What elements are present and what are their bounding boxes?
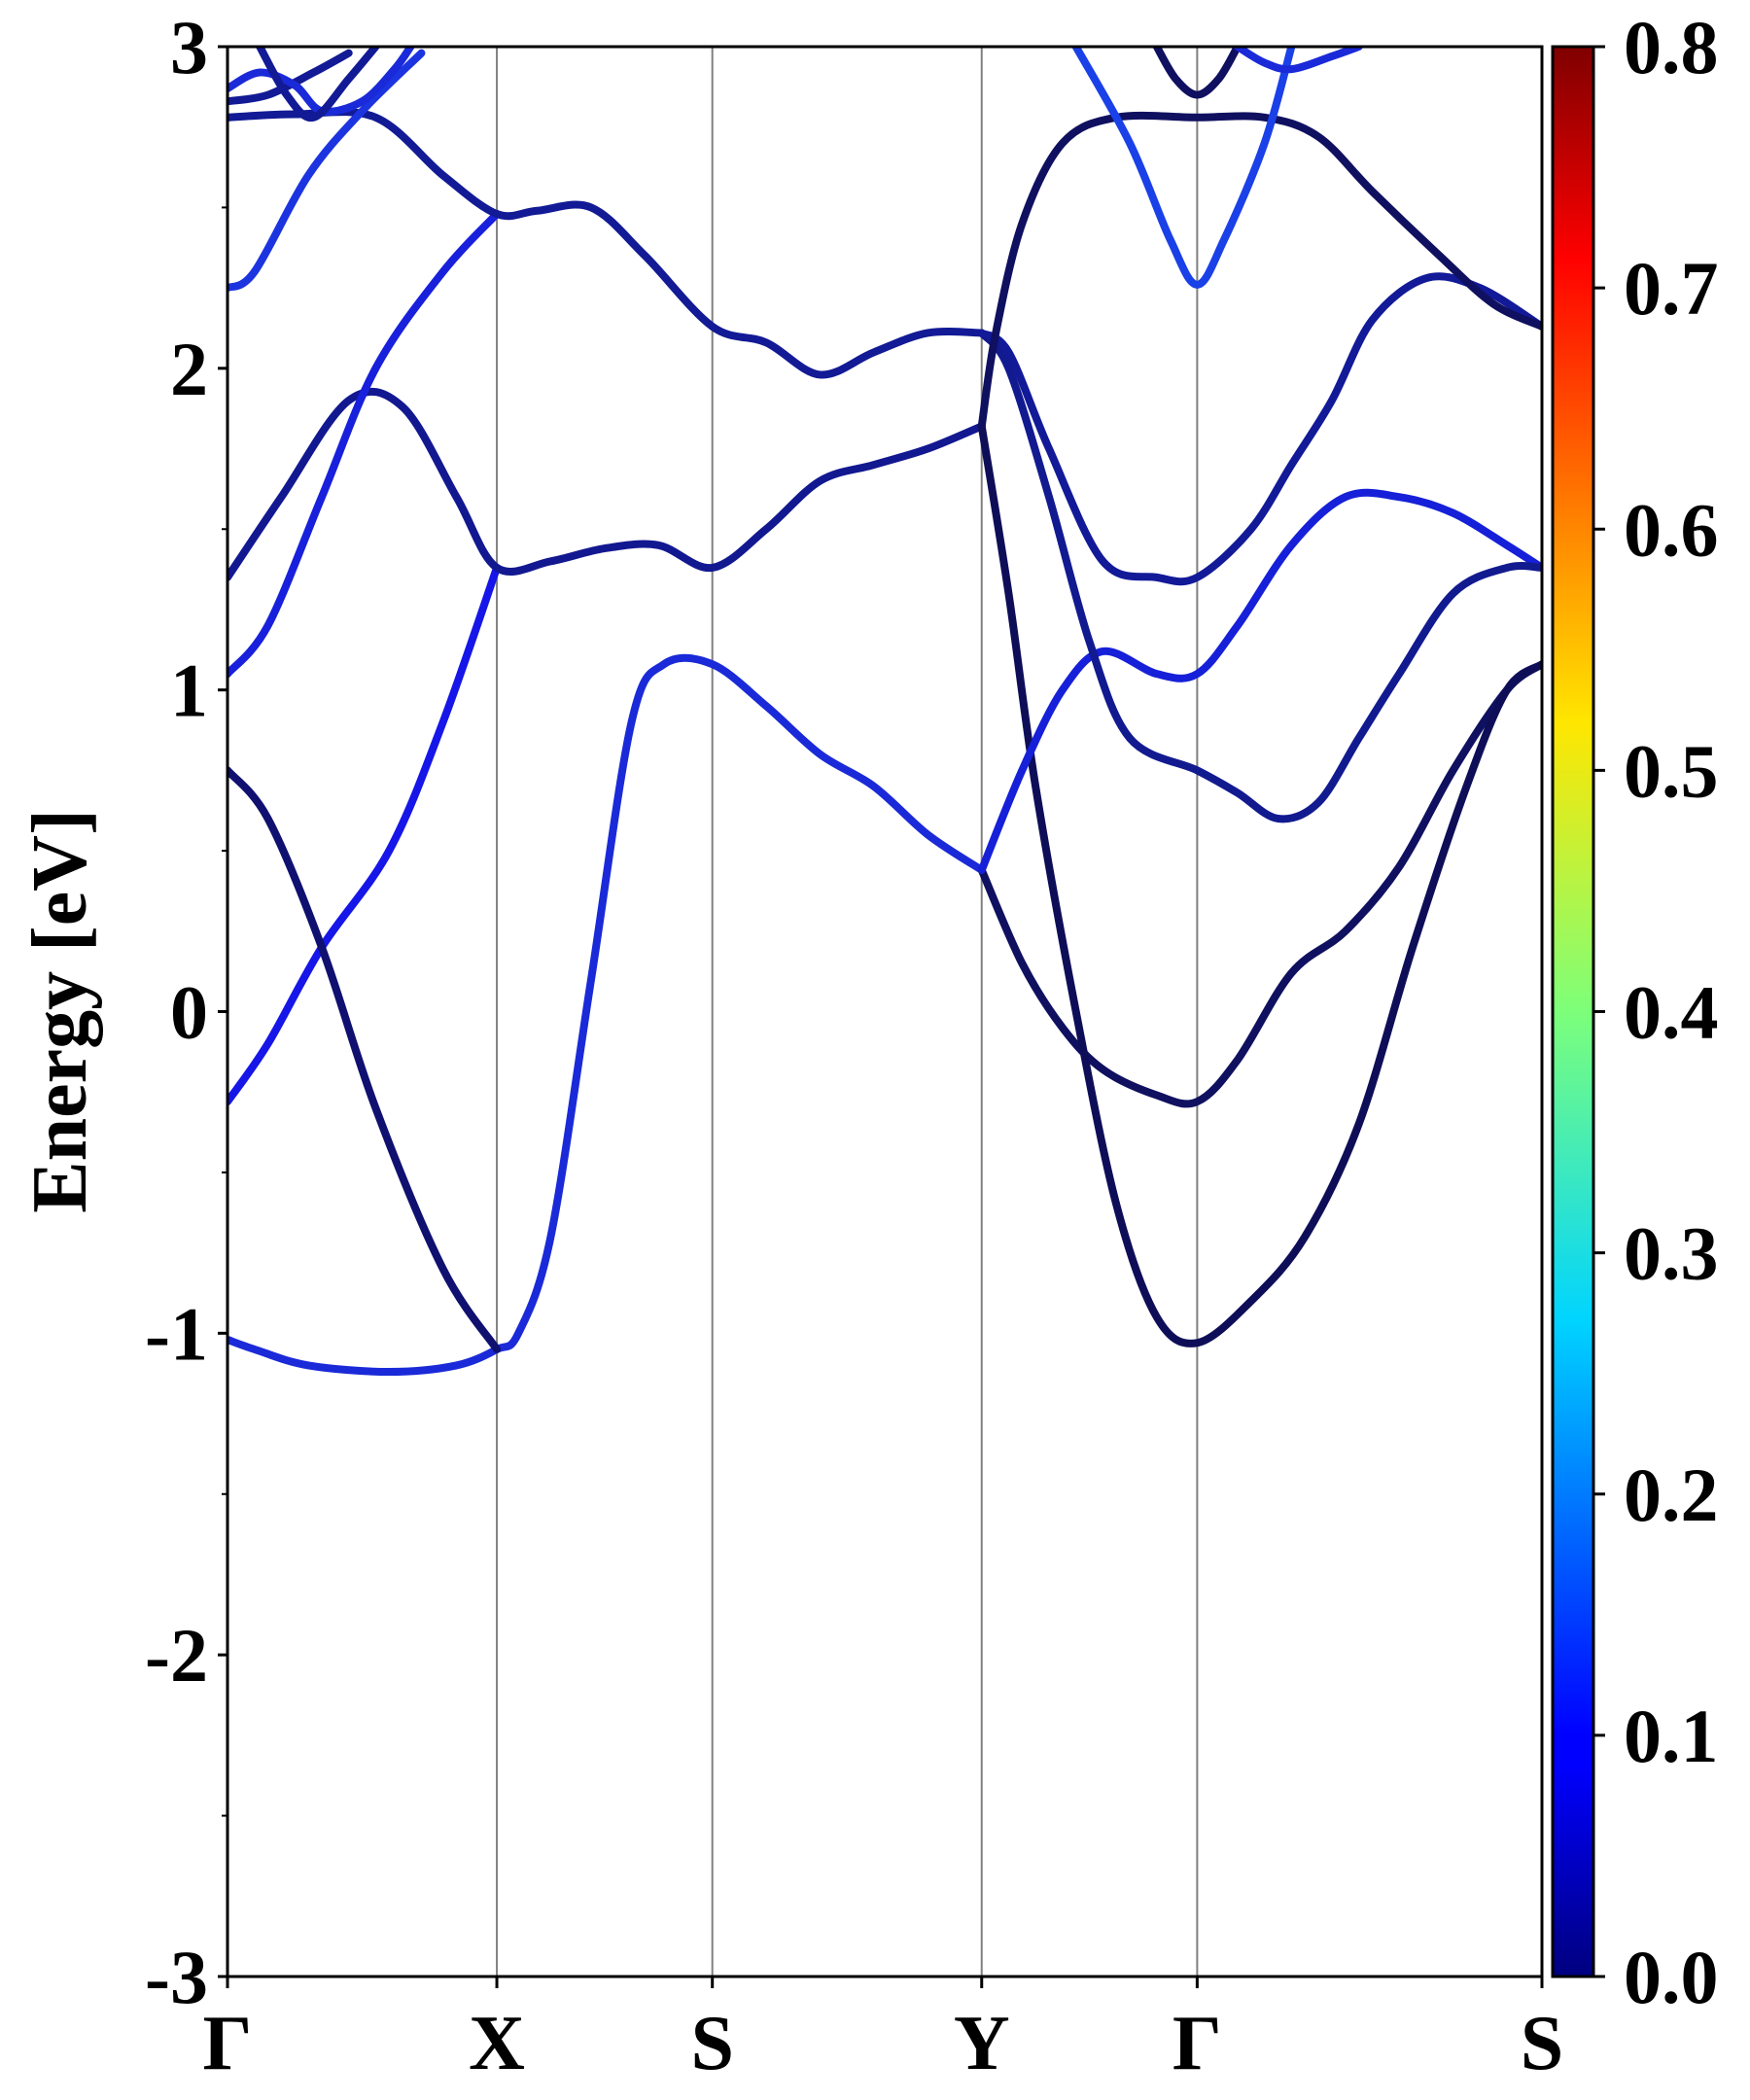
y-tick-label-0: 3: [170, 5, 208, 89]
colorbar-tick-label-8: 0.8: [1624, 5, 1719, 89]
y-tick-label-5: -2: [145, 1613, 208, 1698]
band-4: [228, 210, 502, 679]
y-tick-label-1: 2: [170, 327, 208, 411]
k-label-1: X: [469, 2001, 525, 2086]
band-18: [256, 47, 380, 122]
y-tick-label-6: -3: [145, 1935, 208, 2019]
band-15: [1233, 47, 1363, 74]
k-label-5: S: [1521, 2001, 1564, 2086]
band-3: [228, 387, 986, 581]
band-17: [228, 47, 415, 116]
plot-frame: [226, 45, 1544, 1978]
band-2: [228, 766, 502, 1353]
y-tick-label-3: 0: [170, 970, 208, 1055]
k-label-4: Γ: [1172, 2001, 1222, 2086]
colorbar-tick-label-0: 0.0: [1624, 1935, 1719, 2019]
band-9: [977, 488, 1542, 874]
colorbar-tick-label-1: 0.1: [1624, 1694, 1719, 1778]
band-13: [1071, 47, 1296, 289]
k-label-2: S: [690, 2001, 734, 2086]
band-0: [228, 653, 986, 1377]
colorbar: [1551, 45, 1595, 1978]
band-7: [977, 660, 1542, 1108]
high-symmetry-lines: [496, 47, 1199, 1977]
colorbar-tick-label-3: 0.3: [1624, 1211, 1719, 1296]
colorbar-tick-label-2: 0.2: [1624, 1452, 1719, 1537]
colorbar-tick-label-5: 0.5: [1624, 728, 1719, 813]
band-10: [977, 329, 1542, 823]
y-tick-label-2: 1: [170, 648, 208, 733]
colorbar-tick-label-7: 0.7: [1624, 246, 1719, 331]
band-1: [228, 563, 502, 1106]
band-5: [228, 108, 986, 379]
band-14: [1152, 47, 1242, 99]
band-8: [977, 422, 1542, 1348]
y-tick-label-4: -1: [145, 1291, 208, 1376]
band-11: [977, 272, 1542, 586]
colorbar-tick-label-6: 0.6: [1624, 487, 1719, 572]
y-axis-title: Energy [eV]: [18, 809, 103, 1212]
y-axis-ticks: 3 2 1 0 -1 -2 -3: [145, 5, 228, 2019]
band-6: [228, 49, 426, 293]
colorbar-ticks: 0.0 0.1 0.2 0.3 0.4 0.5 0.6 0.7 0.8: [1593, 5, 1719, 2019]
bands-group: [228, 47, 1542, 1377]
colorbar-tick-label-4: 0.4: [1624, 970, 1719, 1055]
band-12: [977, 111, 1542, 431]
k-label-3: Y: [954, 2001, 1010, 2086]
k-label-0: Γ: [203, 2001, 253, 2086]
